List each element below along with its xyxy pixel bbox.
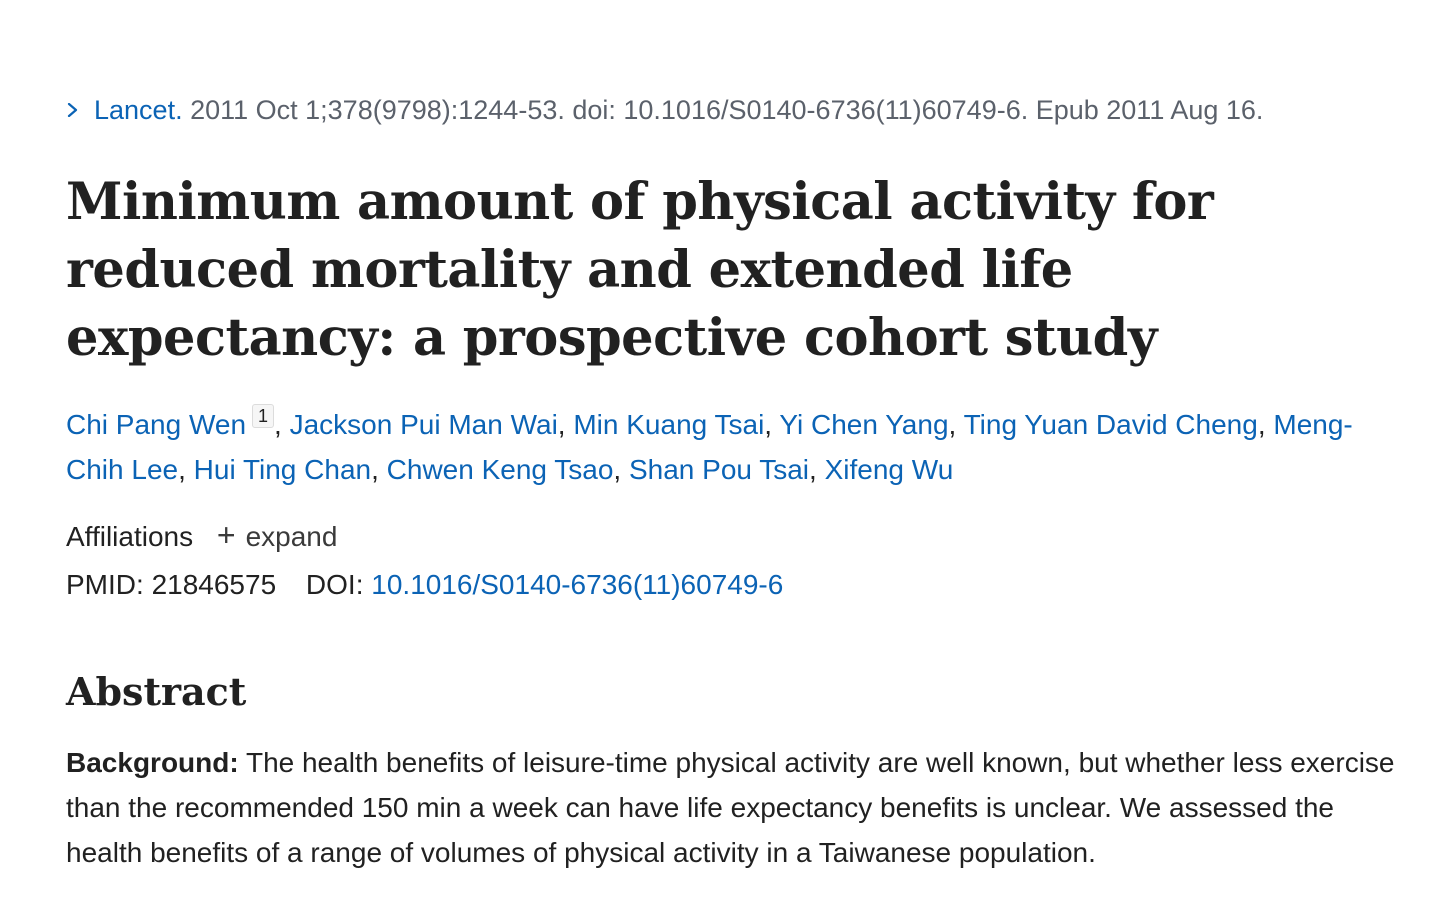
abstract-heading: Abstract: [66, 669, 247, 714]
identifiers-row: PMID: 21846575 DOI: 10.1016/S0140-6736(1…: [66, 565, 783, 605]
citation-details: 2011 Oct 1;378(9798):1244-53. doi: 10.10…: [182, 95, 1264, 125]
affiliations-label: Affiliations: [66, 521, 194, 552]
affiliations-row: Affiliations + expand: [66, 515, 337, 557]
abstract-background: Background: The health benefits of leisu…: [66, 740, 1396, 875]
background-label: Background:: [66, 747, 239, 778]
doi-link[interactable]: 10.1016/S0140-6736(11)60749-6: [371, 569, 784, 600]
author-list: Chi Pang Wen 1, Jackson Pui Man Wai, Min …: [66, 404, 1353, 485]
author-link[interactable]: Chwen Keng Tsao: [386, 454, 614, 485]
plus-icon: +: [216, 517, 236, 553]
author-link[interactable]: Meng-Chih Lee: [66, 409, 1353, 485]
author-link[interactable]: Min Kuang Tsai: [573, 409, 765, 440]
author-link[interactable]: Chi Pang Wen: [66, 409, 247, 440]
doi-label: DOI:: [305, 569, 364, 600]
pmid-label: PMID:: [66, 569, 144, 600]
author-link[interactable]: Ting Yuan David Cheng: [963, 409, 1258, 440]
author-link[interactable]: Yi Chen Yang: [779, 409, 949, 440]
journal-link[interactable]: Lancet.: [94, 95, 183, 125]
article-title: Minimum amount of physical activity for …: [66, 172, 1214, 368]
author-link[interactable]: Jackson Pui Man Wai: [289, 409, 558, 440]
affiliation-marker-button[interactable]: 1: [252, 404, 275, 428]
pmid-value: 21846575: [151, 569, 277, 600]
citation-line: Lancet. 2011 Oct 1;378(9798):1244-53. do…: [66, 90, 1263, 130]
expand-affiliations-button[interactable]: + expand: [217, 517, 338, 553]
author-link[interactable]: Xifeng Wu: [824, 454, 954, 485]
background-text: The health benefits of leisure-time phys…: [66, 747, 1395, 868]
author-link[interactable]: Hui Ting Chan: [193, 454, 372, 485]
chevron-right-icon[interactable]: [66, 103, 80, 117]
expand-label: expand: [245, 521, 338, 552]
author-link[interactable]: Shan Pou Tsai: [628, 454, 810, 485]
